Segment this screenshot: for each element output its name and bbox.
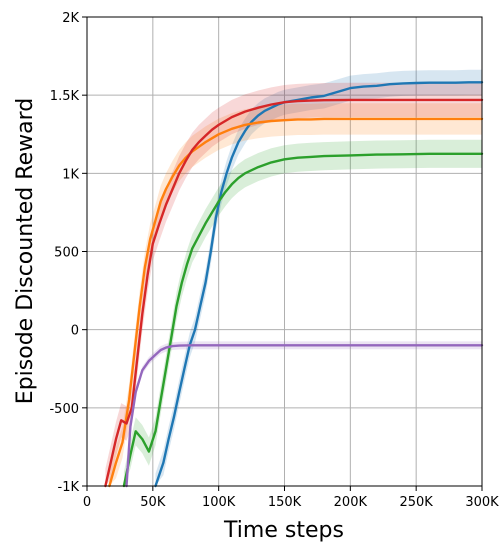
- x-tick-label: 150K: [268, 495, 302, 510]
- series-lines: [104, 81, 484, 488]
- y-tick-label: 2K: [62, 11, 79, 26]
- series-line-1: [108, 117, 484, 488]
- x-tick-label: 250K: [399, 495, 433, 510]
- y-axis-ticks: -1K -500 0 500 1K 1.5K 2K: [49, 11, 87, 495]
- x-axis-label: Time steps: [223, 518, 344, 543]
- y-tick-label: -500: [49, 402, 79, 417]
- y-axis-label: Episode Discounted Reward: [13, 98, 38, 404]
- x-axis-ticks: 0 50K 100K 150K 200K 250K 300K: [83, 486, 499, 510]
- series-line-3: [104, 98, 484, 488]
- series-line-0: [154, 81, 484, 488]
- x-tick-label: 200K: [334, 495, 368, 510]
- y-tick-label: 1K: [62, 167, 79, 182]
- x-tick-label: 0: [83, 495, 91, 510]
- y-tick-label: 500: [54, 246, 79, 261]
- y-tick-label: 0: [71, 324, 79, 339]
- x-tick-label: 50K: [140, 495, 166, 510]
- y-tick-label: -1K: [58, 480, 80, 495]
- series-line-2: [122, 152, 484, 488]
- series-line-4: [125, 344, 484, 488]
- y-tick-label: 1.5K: [50, 89, 80, 104]
- x-tick-label: 100K: [202, 495, 236, 510]
- confidence-bands: [105, 69, 483, 487]
- x-tick-label: 300K: [465, 495, 499, 510]
- series-band-4: [126, 341, 482, 486]
